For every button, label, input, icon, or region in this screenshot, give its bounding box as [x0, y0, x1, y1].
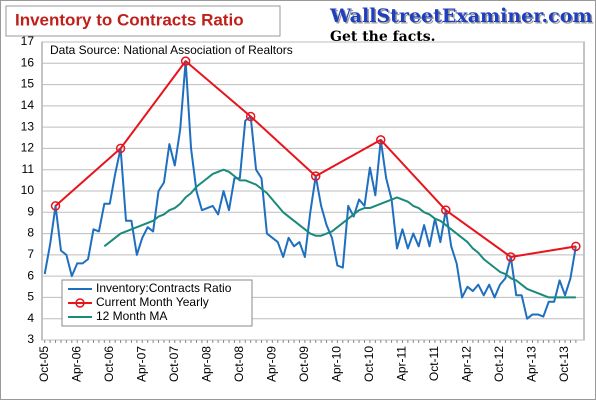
- series-marker: [376, 135, 386, 145]
- series-line: [103, 168, 576, 299]
- x-tick-label: Apr-11: [395, 346, 409, 381]
- series-segment: [184, 60, 252, 118]
- y-tick-label: 3: [27, 332, 34, 346]
- tagline: Get the facts.: [330, 29, 435, 45]
- series-marker: [180, 56, 191, 66]
- legend-label: Inventory:Contracts Ratio: [96, 281, 232, 295]
- x-tick-label: Oct-13: [557, 346, 571, 382]
- y-tick-label: 13: [21, 119, 35, 133]
- x-tick-label: Apr-10: [330, 346, 344, 382]
- chart-title: Inventory to Contracts Ratio: [15, 10, 244, 29]
- series-marker: [571, 241, 581, 252]
- y-tick-label: 11: [22, 162, 35, 176]
- x-tick-label: Oct-08: [232, 346, 246, 382]
- y-tick-label: 15: [21, 77, 35, 91]
- y-tick-label: 7: [27, 247, 34, 261]
- y-tick-label: 9: [27, 204, 34, 218]
- series-segment: [510, 245, 577, 258]
- series-segment: [119, 60, 187, 150]
- series-marker: [310, 171, 321, 181]
- legend-label: Current Month Yearly: [96, 295, 209, 309]
- x-tick-label: Oct-06: [102, 346, 116, 382]
- x-tick-label: Oct-07: [167, 346, 181, 382]
- watermark: WallStreetExaminer.com: [329, 5, 592, 27]
- series-segment: [445, 209, 512, 258]
- series-segment: [249, 115, 317, 177]
- series-marker: [50, 201, 61, 211]
- title-box: [5, 5, 281, 37]
- y-tick-label: 12: [21, 141, 35, 155]
- y-tick-label: 14: [21, 98, 35, 112]
- series-marker: [506, 252, 516, 262]
- y-tick-label: 16: [21, 55, 35, 69]
- series-marker: [115, 143, 126, 154]
- series-segment: [54, 147, 122, 207]
- x-tick-label: Apr-13: [525, 346, 539, 382]
- y-tick-label: 8: [27, 226, 34, 240]
- x-tick-label: Apr-07: [134, 346, 148, 382]
- x-tick-label: Oct-09: [297, 346, 311, 382]
- x-tick-label: Apr-08: [199, 346, 213, 382]
- x-tick-label: Oct-10: [362, 346, 376, 382]
- y-tick-label: 4: [27, 311, 34, 325]
- watermark-shadow: WallStreetExaminer.com: [331, 7, 594, 29]
- x-tick-label: Oct-12: [492, 346, 506, 382]
- legend-label: 12 Month MA: [96, 309, 167, 323]
- series-line: [43, 60, 577, 320]
- y-tick-label: 6: [27, 268, 34, 282]
- y-tick-label: 5: [27, 290, 34, 304]
- series-marker: [441, 205, 451, 215]
- source-note: Data Source: National Association of Rea…: [50, 43, 293, 57]
- x-tick-label: Oct-05: [37, 346, 51, 382]
- x-tick-label: Oct-11: [427, 346, 441, 381]
- marks-layer: [43, 56, 581, 320]
- legend-marker: [75, 298, 85, 308]
- series-segment: [380, 139, 447, 211]
- series-segment: [315, 139, 382, 177]
- x-tick-label: Apr-06: [69, 346, 83, 382]
- series-marker: [245, 111, 256, 122]
- y-tick-label: 17: [21, 34, 35, 48]
- x-tick-label: Apr-12: [460, 346, 474, 382]
- x-tick-label: Apr-09: [265, 346, 279, 382]
- y-tick-label: 10: [21, 183, 35, 197]
- legend-box: [61, 279, 253, 327]
